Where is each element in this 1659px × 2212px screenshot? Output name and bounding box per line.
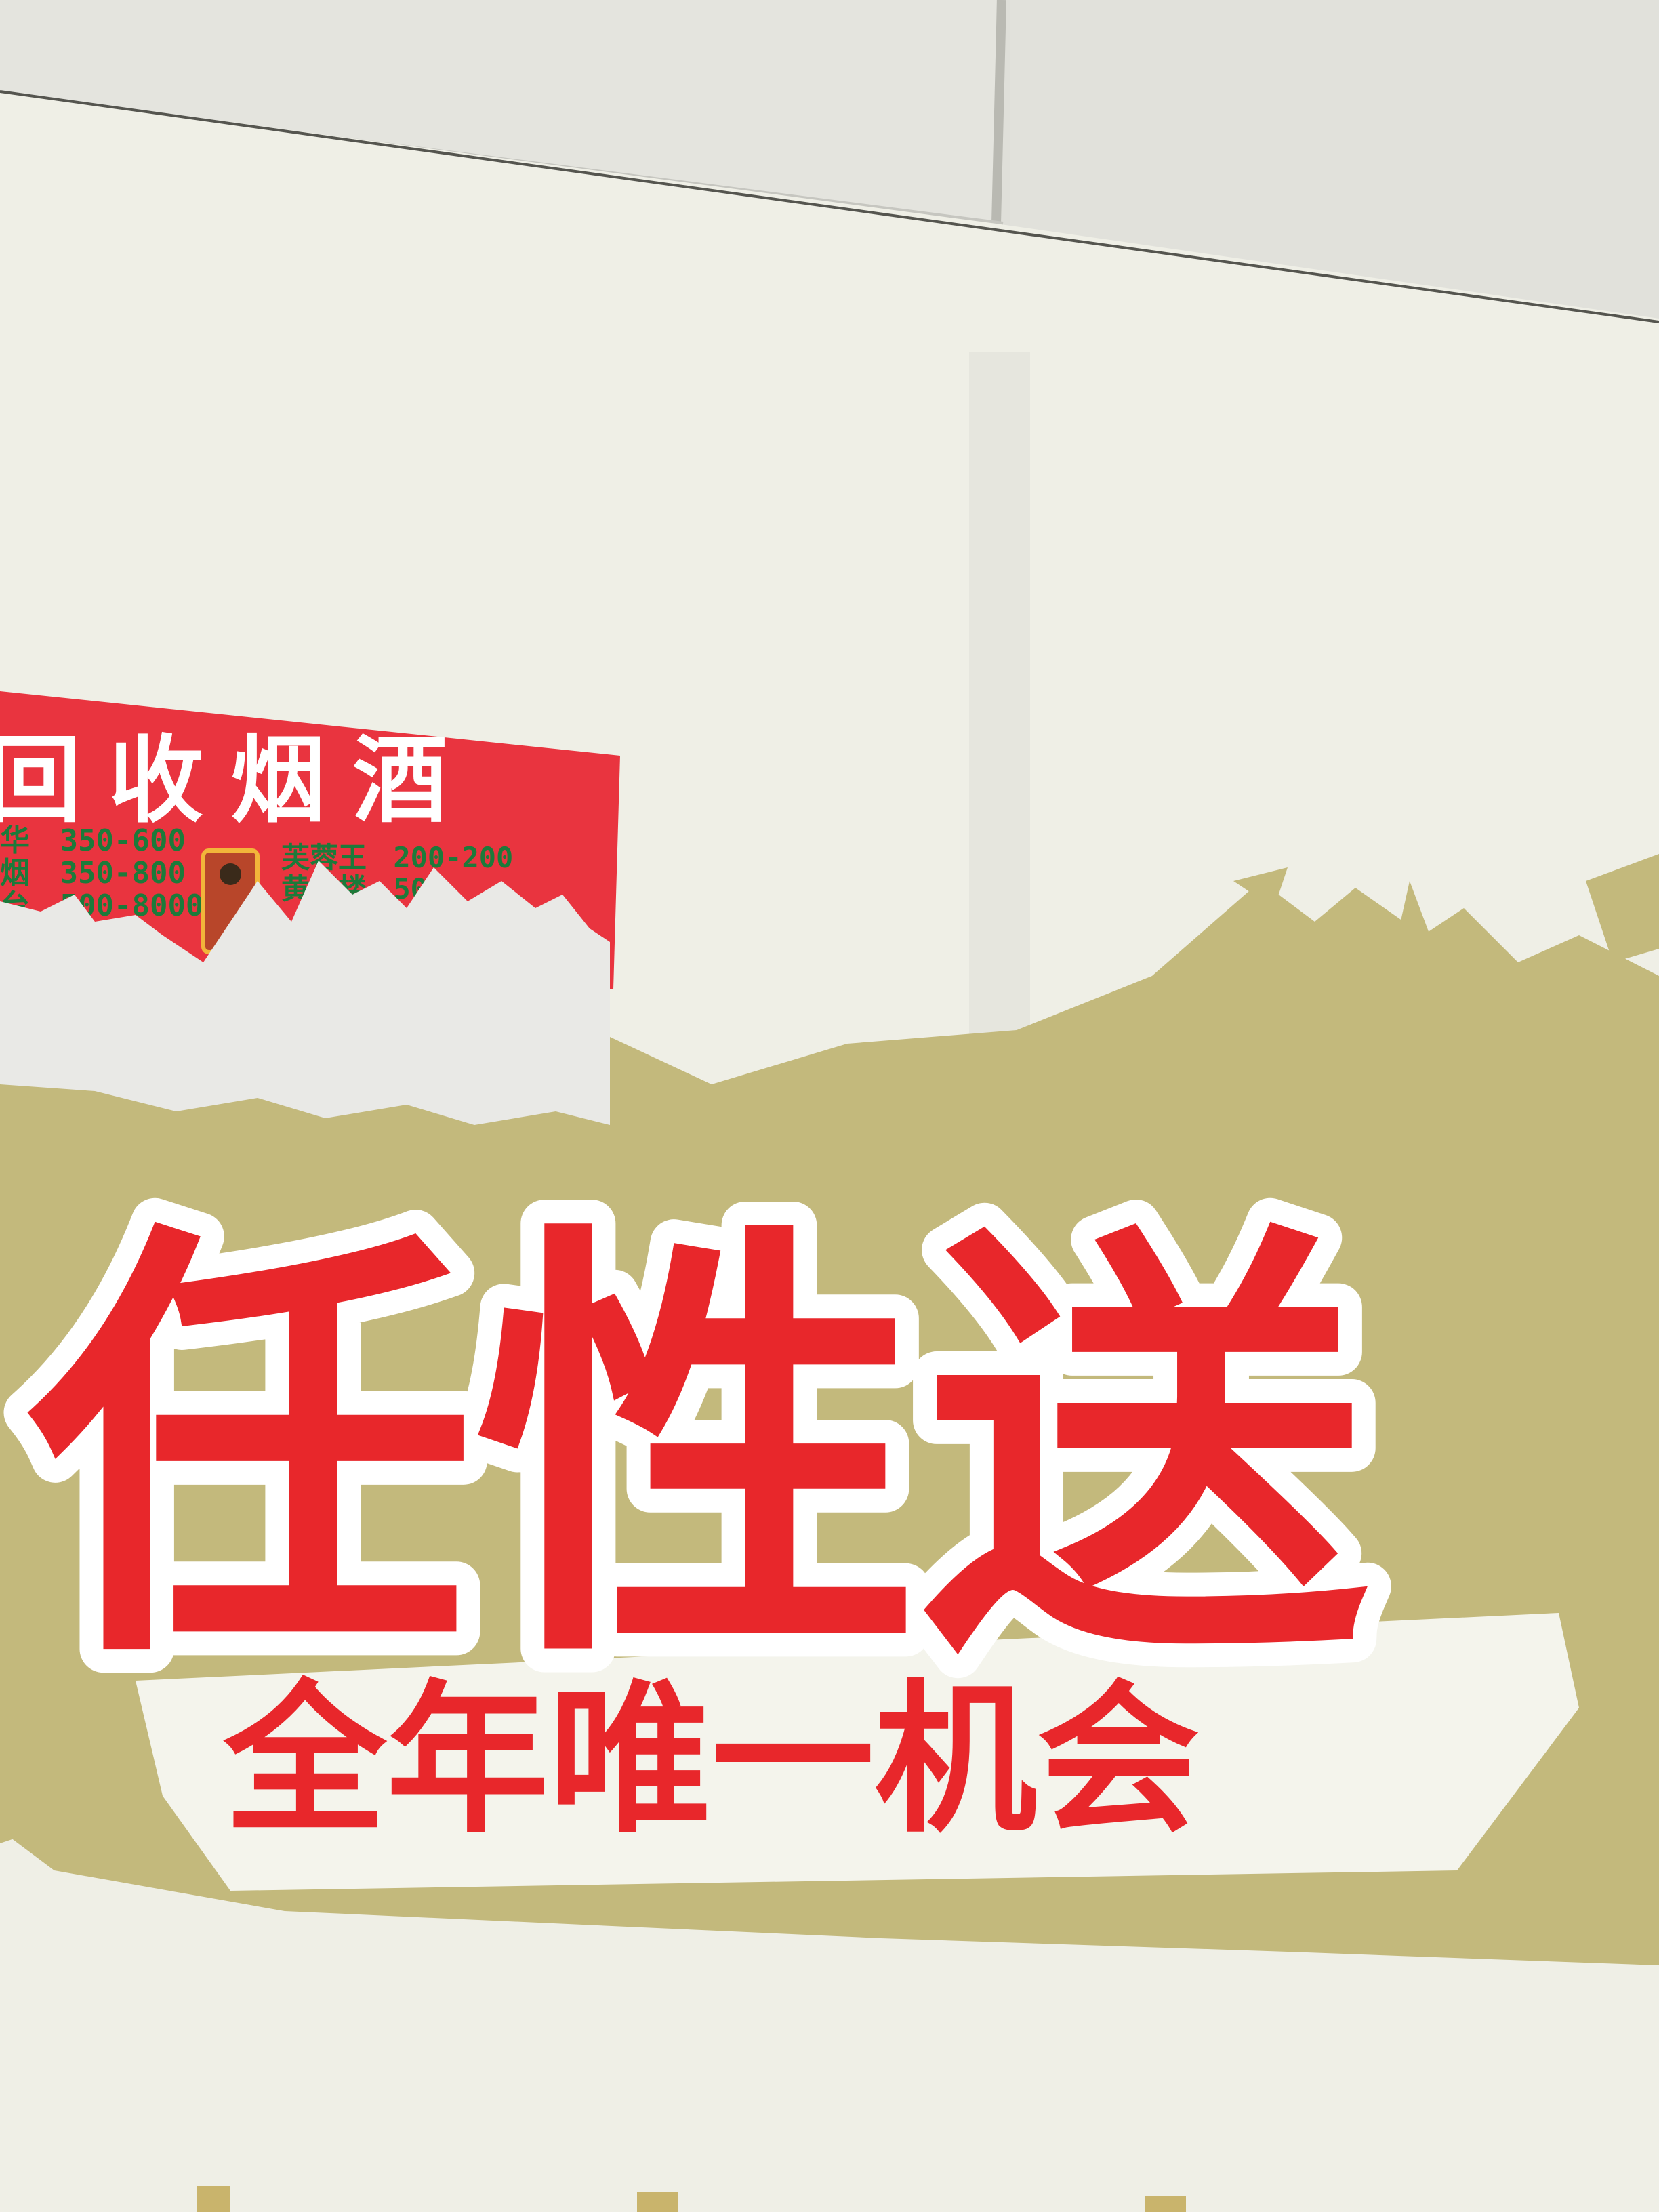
sticker-right-price: 200-200: [393, 841, 513, 874]
svg-text:烟 350-800: 烟 350-800: [0, 856, 186, 890]
sticker-line-price: 350-600: [60, 823, 186, 858]
sticker-title: 回收烟酒: [0, 725, 474, 836]
recycle-sticker: 回收烟酒 华 350-600 烟 350-800 台 500-8000 马 芙蓉…: [0, 691, 620, 1125]
sticker-line-price: 350-800: [60, 856, 186, 890]
headline-sub: 全年唯一机会: [223, 1665, 1200, 1855]
sticker-line-name: 华: [0, 823, 30, 858]
headline-main-outline: 任性送: [27, 1191, 1369, 1712]
bottom-cropped-marks: [197, 2186, 1186, 2212]
svg-text:芙蓉王 200-200: 芙蓉王 200-200: [281, 841, 513, 874]
sticker-line-name: 烟: [0, 856, 30, 890]
svg-text:华 350-600: 华 350-600: [0, 823, 186, 858]
bottle-cap-icon: [220, 863, 241, 885]
subtitle-band: [136, 1613, 1579, 1891]
peeled-area: [0, 861, 610, 1125]
headline-main: 任性送: [27, 1191, 1369, 1712]
